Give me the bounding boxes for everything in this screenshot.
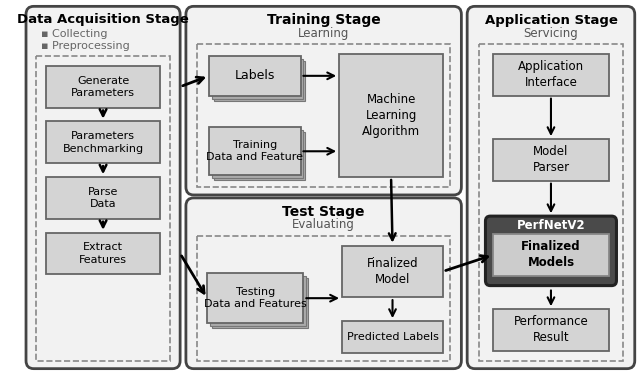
FancyBboxPatch shape [467, 6, 635, 369]
Bar [212, 278, 308, 328]
Bar [493, 54, 609, 96]
Bar [214, 61, 305, 100]
Text: ▪ Preprocessing: ▪ Preprocessing [42, 41, 130, 51]
FancyBboxPatch shape [26, 6, 180, 369]
Text: Predicted Labels: Predicted Labels [347, 332, 438, 342]
Bar [209, 128, 301, 175]
Text: Training Stage: Training Stage [267, 13, 381, 27]
Bar [198, 236, 450, 361]
Bar [46, 177, 160, 219]
Text: Data Acquisition Stage: Data Acquisition Stage [17, 13, 189, 26]
Text: Finalized
Models: Finalized Models [521, 240, 580, 269]
Bar [342, 246, 443, 297]
Bar [36, 56, 170, 361]
Text: ▪ Collecting: ▪ Collecting [42, 29, 108, 39]
Bar [46, 232, 160, 274]
Text: Test Stage: Test Stage [282, 205, 365, 219]
Bar [342, 321, 443, 353]
Bar [339, 54, 443, 177]
Text: Labels: Labels [235, 69, 275, 82]
Text: Finalized
Model: Finalized Model [367, 257, 419, 286]
Text: Evaluating: Evaluating [292, 218, 355, 231]
FancyBboxPatch shape [486, 216, 616, 286]
Text: Testing
Data and Features: Testing Data and Features [204, 287, 307, 309]
Bar [493, 234, 609, 276]
Bar [493, 139, 609, 181]
Bar [46, 122, 160, 163]
Bar [212, 59, 303, 99]
Bar [493, 309, 609, 351]
Text: Application Stage: Application Stage [484, 14, 618, 27]
Bar [198, 44, 450, 187]
Bar [479, 44, 623, 361]
Text: Parse
Data: Parse Data [88, 187, 118, 209]
Text: Machine
Learning
Algorithm: Machine Learning Algorithm [362, 93, 420, 138]
FancyBboxPatch shape [186, 6, 461, 195]
Bar [212, 130, 303, 178]
Text: Performance
Result: Performance Result [513, 315, 588, 344]
Text: PerfNetV2: PerfNetV2 [516, 219, 585, 231]
Bar [214, 132, 305, 180]
Text: Servicing: Servicing [524, 27, 579, 40]
Bar [210, 276, 307, 326]
Bar [207, 273, 303, 323]
Text: Generate
Parameters: Generate Parameters [71, 75, 135, 98]
Bar [46, 66, 160, 108]
FancyBboxPatch shape [186, 198, 461, 369]
Text: Application
Interface: Application Interface [518, 60, 584, 89]
Text: Parameters
Benchmarking: Parameters Benchmarking [63, 131, 143, 153]
Text: Extract
Features: Extract Features [79, 242, 127, 265]
Text: Learning: Learning [298, 27, 349, 40]
Bar [209, 56, 301, 96]
Text: Training
Data and Feature: Training Data and Feature [206, 140, 303, 162]
Text: Model
Parser: Model Parser [532, 146, 570, 174]
